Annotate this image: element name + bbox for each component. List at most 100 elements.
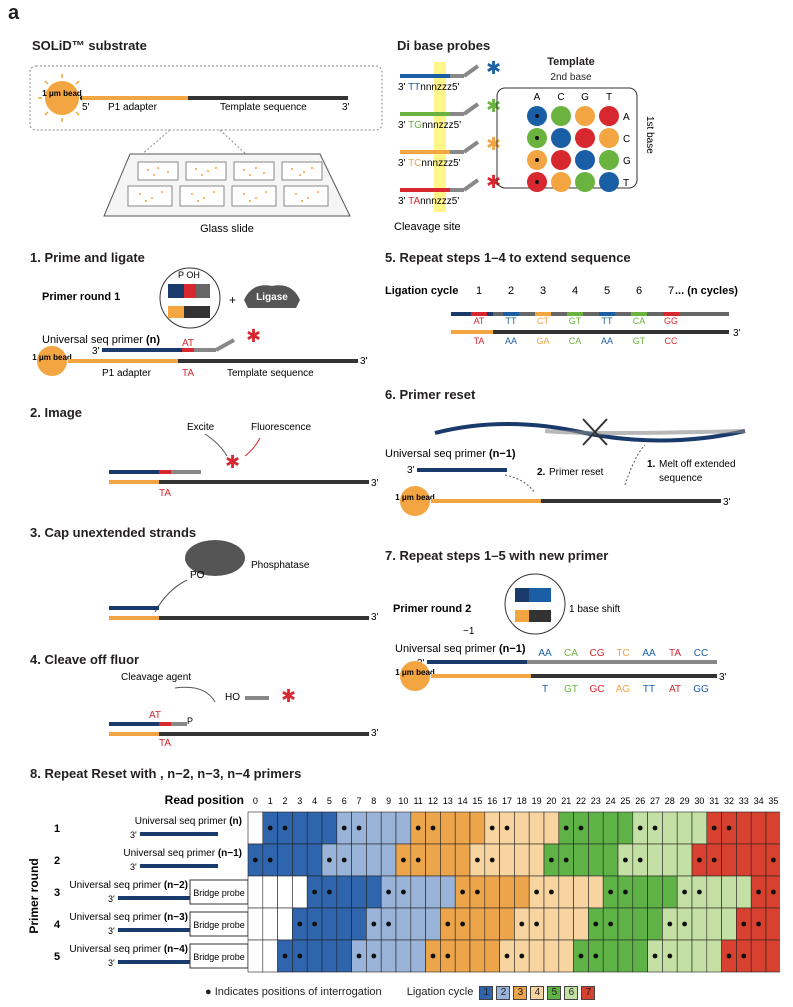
interrogation-dot	[652, 953, 658, 959]
grid-cell	[454, 843, 471, 877]
svg-text:−1: −1	[463, 626, 475, 637]
grid-cell	[558, 907, 574, 941]
ligated-probe	[599, 312, 615, 316]
grid-cell	[321, 811, 338, 845]
position-label: 10	[398, 796, 408, 806]
step6-title: 6. Primer reset	[385, 387, 476, 402]
step4-title: 4. Cleave off fluor	[30, 652, 140, 667]
matrix-cell	[575, 172, 595, 192]
legend-swatch: 5	[547, 986, 562, 1000]
primer-bar	[118, 896, 196, 900]
position-label: 4	[312, 796, 317, 806]
grid-cell	[499, 907, 515, 941]
pair-label: CA	[633, 316, 646, 326]
grid-cell	[469, 907, 486, 941]
pair-label: GT	[569, 316, 582, 326]
interrogation-dot	[519, 921, 525, 927]
grid-cell	[484, 907, 500, 941]
position-label: 12	[428, 796, 438, 806]
grid-cell	[247, 939, 264, 973]
primer-bar	[118, 960, 196, 964]
interrogation-dot	[637, 857, 643, 863]
svg-text:TA: TA	[182, 368, 194, 379]
interrogation-dot	[327, 857, 332, 863]
grid-cell	[588, 843, 604, 877]
round-three-prime: 3'	[108, 926, 115, 936]
interrogation-dot	[475, 889, 480, 895]
probe-label: 3' TCnnnzzz5'	[398, 158, 461, 169]
round-three-prime: 3'	[108, 894, 115, 904]
probes-title: Di base probes	[397, 38, 491, 53]
interrogation-dot	[341, 857, 347, 863]
grid-cell	[306, 811, 323, 845]
grid-cell	[366, 843, 382, 877]
svg-text:Melt off extended: Melt off extended	[659, 459, 736, 470]
step8-title: 8. Repeat Reset with , n−2, n−3, n−4 pri…	[30, 766, 302, 781]
primer-bar	[118, 928, 196, 932]
step3-diagram: Phosphatase PO 3'	[109, 540, 379, 620]
matrix-col-label: T	[606, 92, 612, 103]
position-label: 21	[561, 796, 571, 806]
dot-icon: ●	[205, 986, 212, 998]
svg-text:Template sequence: Template sequence	[227, 368, 314, 379]
interrogation-dot	[504, 825, 510, 831]
fluor-icon: ✱	[225, 452, 240, 472]
round-row: 4 Universal seq primer (n−3) 3' Bridge prob…	[54, 907, 782, 941]
probe-label: 3' TAnnnzzz5'	[398, 196, 459, 207]
interrogation-dot	[756, 889, 761, 895]
round-row: 2 Universal seq primer (n−1) 3'	[54, 843, 782, 877]
svg-text:1 μm bead: 1 μm bead	[32, 353, 72, 362]
grid-cell	[573, 907, 589, 941]
interrogation-dot	[741, 921, 747, 927]
pair-label: GT	[633, 336, 646, 346]
pair-label: AG	[616, 684, 631, 695]
grid-cell	[543, 907, 560, 941]
svg-text:(n−1): (n−1)	[489, 448, 516, 460]
panel-label: a	[8, 2, 20, 24]
step5-title: 5. Repeat steps 1–4 to extend sequence	[385, 250, 631, 265]
position-label: 26	[635, 796, 645, 806]
svg-text:Universal seq primer: Universal seq primer	[395, 643, 496, 655]
grid-cell	[543, 811, 560, 845]
svg-text:Universal seq primer: Universal seq primer	[385, 448, 486, 460]
grid-cell	[528, 939, 545, 973]
svg-text:Template sequence: Template sequence	[220, 102, 307, 113]
pair-label: TA	[669, 648, 681, 659]
grid-cell	[425, 907, 441, 941]
svg-text:Primer reset: Primer reset	[549, 467, 604, 478]
position-label: 19	[532, 796, 542, 806]
grid-cell	[395, 907, 412, 941]
grid-cell	[765, 939, 782, 973]
svg-text:Cleavage site: Cleavage site	[394, 221, 461, 233]
interrogation-dot	[608, 921, 613, 927]
grid-cell	[262, 939, 278, 973]
svg-text:1.: 1.	[647, 459, 656, 470]
pair-label: AT	[669, 684, 681, 695]
grid-cell	[765, 811, 782, 845]
grid-cell	[632, 907, 648, 941]
ligated-probe	[567, 312, 583, 316]
interrogation-dot	[371, 921, 377, 927]
interrogation-dot	[534, 889, 539, 895]
interrogation-dot	[771, 889, 776, 895]
matrix-cell	[599, 172, 619, 192]
grid-cell	[632, 875, 648, 909]
fluor-icon: ✱	[281, 686, 296, 706]
grid-cell	[632, 939, 648, 973]
round-primer: Universal seq primer (n−3)	[69, 912, 188, 923]
position-label: 2	[282, 796, 287, 806]
probe-row: ✱3' TAnnnzzz5'	[398, 172, 501, 207]
position-label: 16	[487, 796, 497, 806]
interrogation-dot	[682, 889, 687, 895]
probe-label: 3' TTnnnzzz5'	[398, 82, 460, 93]
grid-cell	[277, 875, 293, 909]
grid-cell	[380, 811, 397, 845]
pair-label: GT	[564, 684, 578, 695]
grid-cell	[691, 907, 708, 941]
primer-bar	[140, 864, 218, 868]
matrix-row-label: G	[623, 156, 631, 167]
interrogation-dot	[563, 857, 569, 863]
matrix-dot	[535, 180, 539, 184]
interrogation-dot	[445, 953, 451, 959]
interrogation-dot	[475, 857, 480, 863]
